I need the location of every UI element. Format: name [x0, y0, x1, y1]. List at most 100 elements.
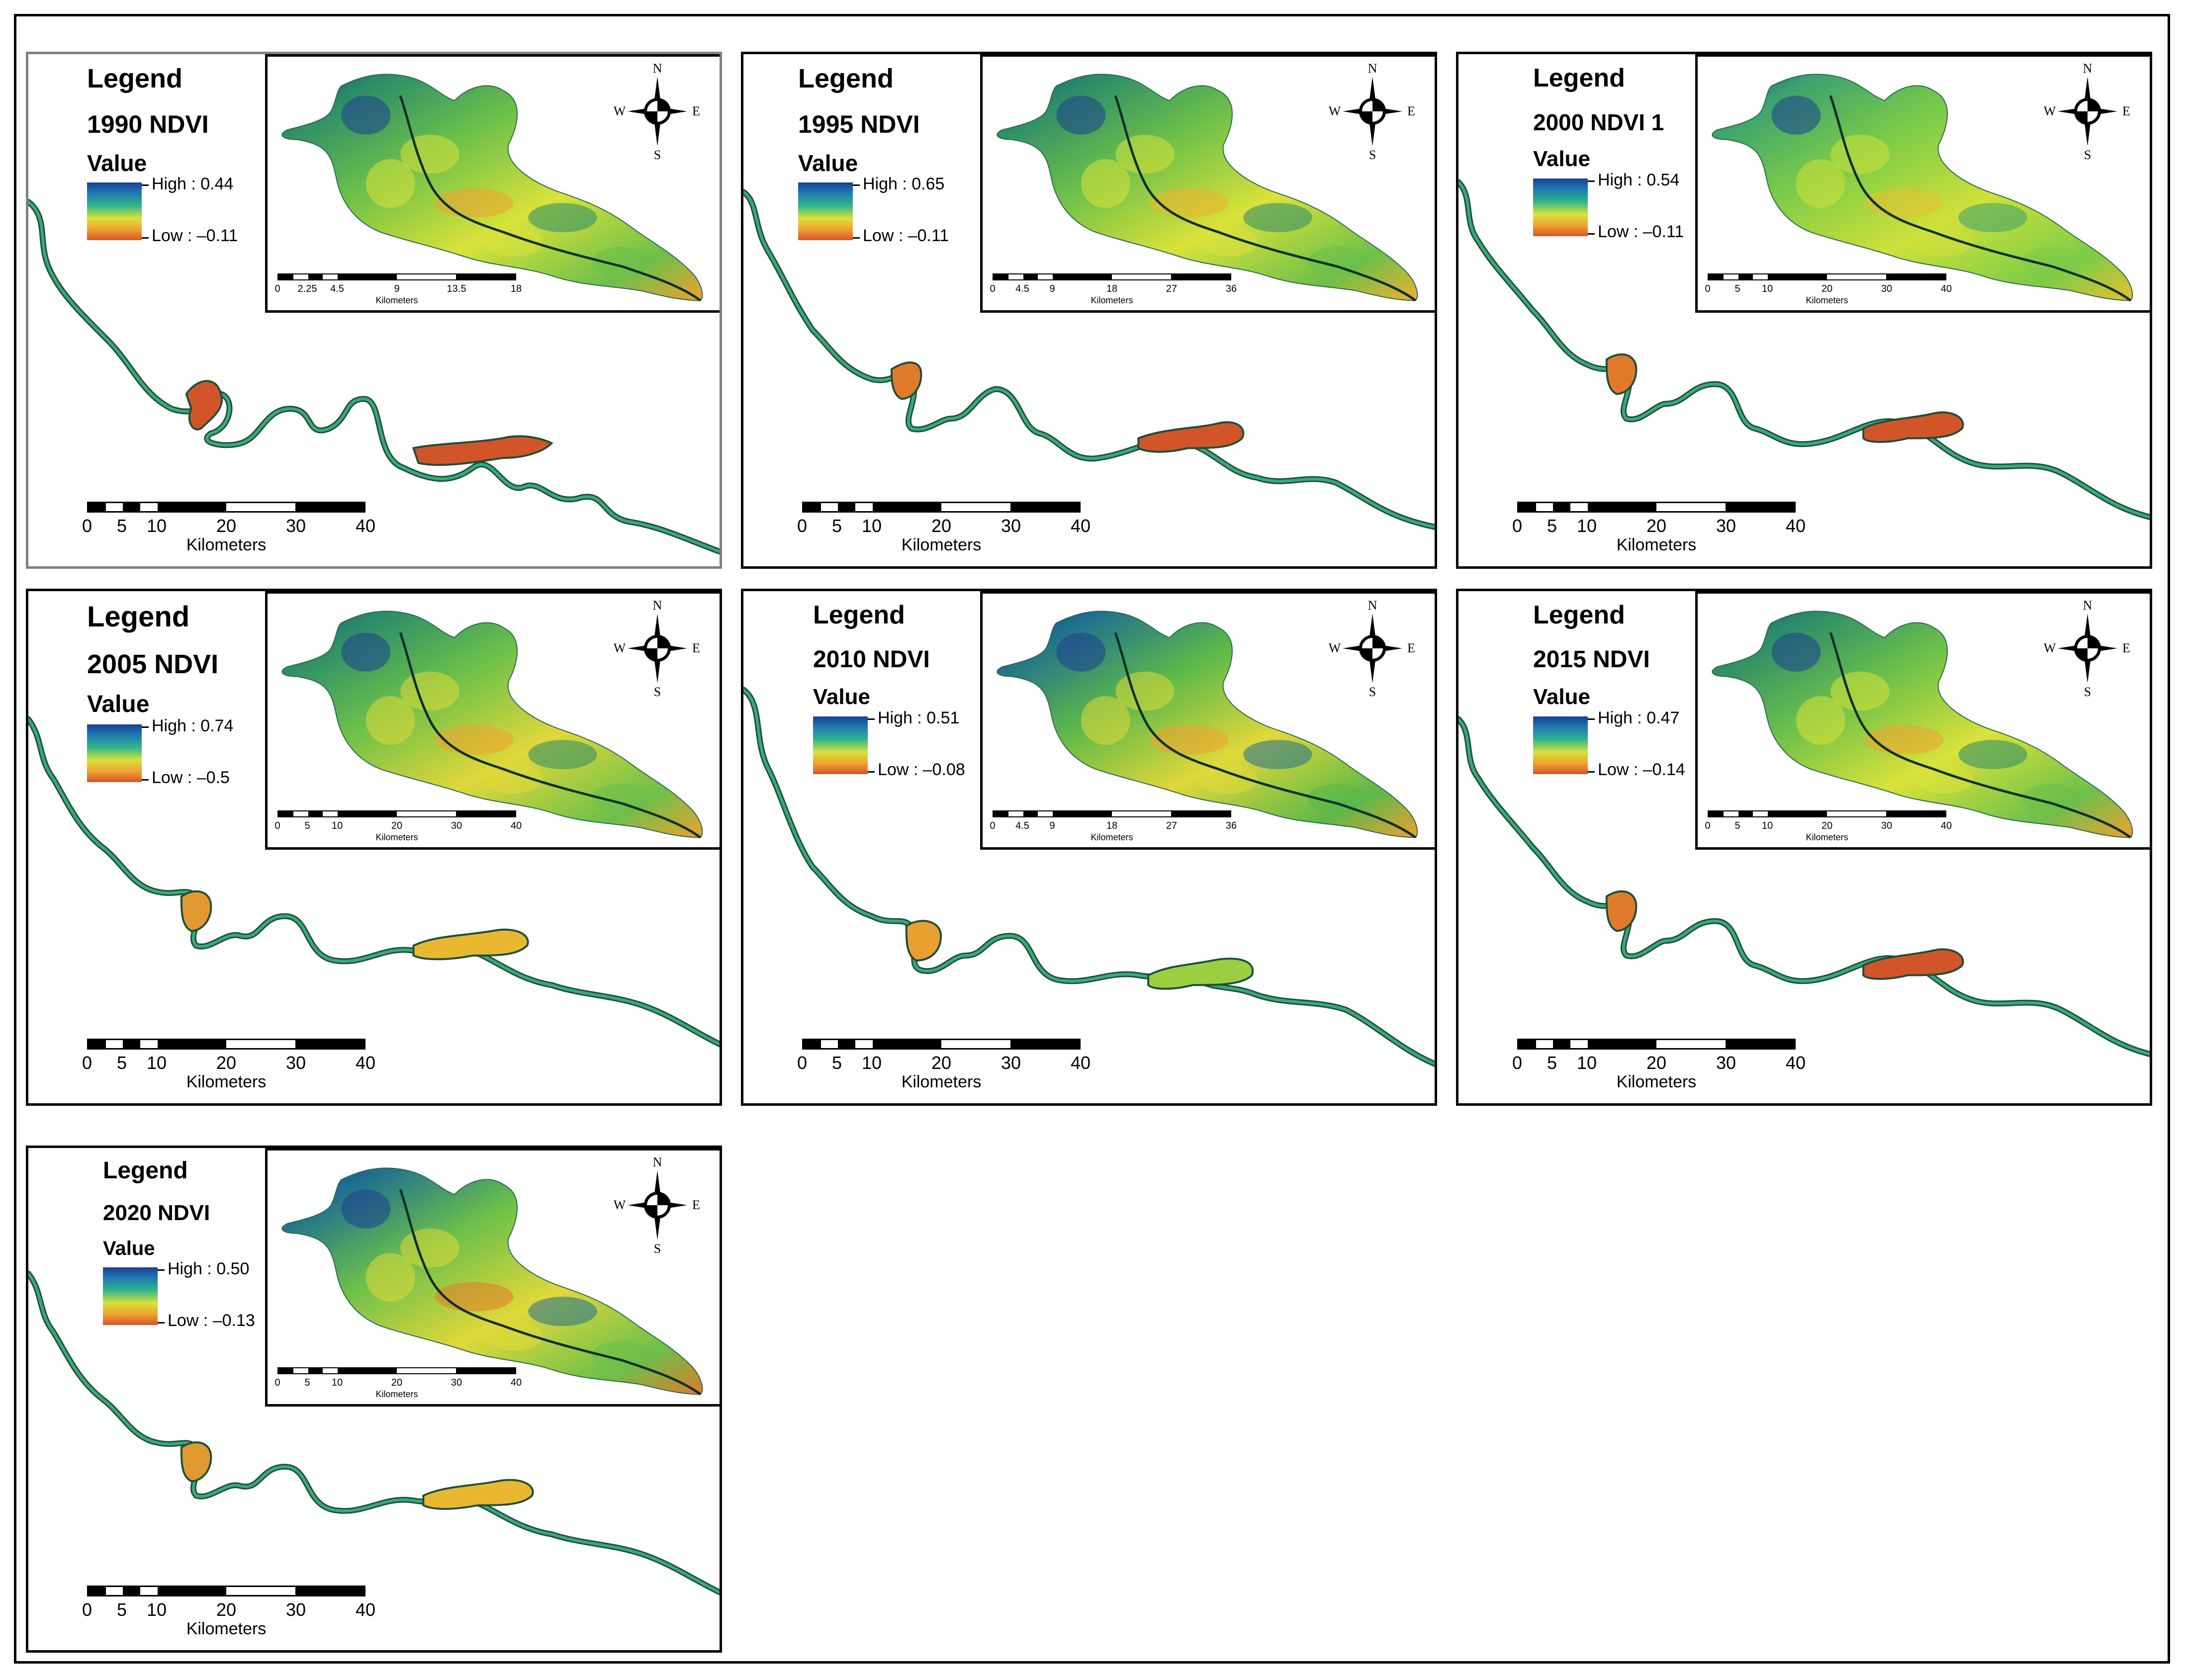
- main-scalebar-segment: [1010, 503, 1080, 511]
- inset-river: [1829, 95, 2131, 302]
- inset-scalebar-segment: [308, 811, 323, 816]
- compass-letter-s: S: [1369, 148, 1376, 161]
- main-scalebar-bar: [802, 502, 1081, 513]
- inset-scalebar-tick-label: 0: [1705, 820, 1711, 831]
- main-scalebar-segment: [1553, 1040, 1570, 1048]
- inset-scalebar-tick-label: 36: [1225, 820, 1237, 831]
- inset-scalebar-segment: [278, 1368, 293, 1373]
- main-scalebar-tick-label: 30: [285, 1599, 306, 1620]
- inset-scalebar-segment: [1038, 274, 1053, 279]
- inset-scalebar-segment: [308, 274, 323, 279]
- main-scalebar-tick-label: 20: [216, 1053, 237, 1073]
- main-scalebar-tick-label: 40: [355, 1599, 376, 1620]
- inset-scalebar-segment: [1723, 811, 1738, 816]
- ndvi-patch: [2022, 784, 2082, 813]
- ndvi-patch: [341, 1189, 391, 1229]
- main-scalebar-segment: [1519, 1040, 1536, 1048]
- main-scalebar-segment: [804, 503, 821, 511]
- main-scalebar-tick-label: 20: [216, 1599, 237, 1620]
- legend-low-value: Low : –0.11: [152, 226, 238, 245]
- main-scalebar-tick-label: 30: [285, 1053, 306, 1073]
- inset-scalebar-tick-label: 10: [1761, 283, 1773, 294]
- reservoir: [1862, 948, 1964, 980]
- compass-letter-w: W: [2044, 104, 2056, 118]
- legend-heading: Legend: [798, 64, 894, 93]
- inset-scalebar-tick-label: 5: [304, 820, 310, 831]
- north-arrow-compass: N S W E: [1328, 61, 1417, 162]
- main-scalebar-tick-label: 5: [831, 516, 842, 536]
- main-scalebar-segment: [226, 1040, 295, 1048]
- inset-scalebar-segment: [1112, 274, 1171, 279]
- main-scalebar-tick-label: 30: [1716, 516, 1736, 536]
- inset-scalebar-segment: [1053, 811, 1112, 816]
- inset-scalebar-segment: [323, 274, 338, 279]
- compass-letter-s: S: [2084, 148, 2091, 161]
- map-panel-1990: Legend 1990 NDVI Value High : 0.44 Low : –0.…: [26, 52, 722, 569]
- compass-letter-e: E: [2122, 104, 2130, 118]
- legend-heading: Legend: [103, 1157, 188, 1184]
- main-scalebar-tick-label: 10: [1576, 1053, 1597, 1073]
- main-scalebar-bar: [87, 502, 365, 513]
- inset-scalebar: 0 5 10 20 30 40 Kilometers: [1705, 810, 1952, 847]
- main-scalebar-segment: [295, 503, 364, 511]
- inset-scalebar-segment: [1753, 274, 1768, 279]
- inset-scalebar-segment: [1171, 811, 1230, 816]
- river-channel: [743, 190, 1435, 529]
- main-scalebar-segment: [140, 503, 158, 511]
- main-scalebar-segment: [140, 1040, 158, 1048]
- inset-scalebar-tick-label: 10: [331, 1377, 343, 1388]
- main-scalebar-tick-label: 10: [861, 516, 882, 536]
- inset-scalebar-bar: [993, 273, 1231, 280]
- legend-high-value: High : 0.47: [1598, 708, 1680, 727]
- inset-scalebar: 0 4.5 9 18 27 36 Kilometers: [990, 273, 1237, 310]
- main-scalebar-segment: [89, 1587, 106, 1595]
- river-map: [28, 199, 720, 555]
- compass-letter-e: E: [1407, 641, 1415, 655]
- reservoir: [412, 928, 529, 961]
- basin-raster: [281, 611, 703, 839]
- ndvi-patch: [1307, 247, 1366, 276]
- ndvi-patch: [1958, 203, 2027, 233]
- basin-area: [1712, 74, 2133, 301]
- main-scalebar-segment: [1010, 1040, 1080, 1048]
- legend-tick: [853, 184, 860, 186]
- legend-high-value: High : 0.51: [878, 708, 960, 727]
- inset-scalebar-segment: [994, 811, 1008, 816]
- ndvi-patch: [1150, 725, 1229, 755]
- basin-area: [997, 611, 1418, 838]
- legend-low-value: Low : –0.14: [1598, 760, 1685, 779]
- ndvi-color-ramp: [1533, 178, 1588, 236]
- inset-scalebar-tick-label: 4.5: [1015, 820, 1029, 831]
- main-scalebar-tick-label: 0: [1512, 1053, 1523, 1073]
- inset-scalebar-tick-label: 9: [1049, 820, 1055, 831]
- main-scalebar-segment: [295, 1587, 364, 1595]
- main-scalebar-tick-label: 5: [1547, 1053, 1557, 1073]
- basin-inset-map: N S W E 0 5 10 20 30 40 Kilometers: [1695, 54, 2150, 313]
- main-scalebar: 0 5 10 20 30 40 Kilometers: [82, 1586, 375, 1646]
- ndvi-patch: [341, 632, 391, 672]
- inset-scalebar-tick-label: 36: [1225, 283, 1237, 294]
- inset-scalebar-segment: [1171, 274, 1230, 279]
- main-scalebar-tick-label: 10: [146, 1053, 167, 1073]
- main-scalebar-unit: Kilometers: [1616, 1072, 1697, 1091]
- legend-low-value: Low : –0.11: [863, 226, 949, 245]
- ndvi-patch: [592, 784, 651, 813]
- ndvi-patch: [1914, 764, 1973, 794]
- legend-high-value: High : 0.74: [152, 716, 234, 735]
- legend-low-value: Low : –0.11: [1598, 222, 1684, 241]
- compass-quadrant: [2088, 99, 2099, 111]
- main-scalebar: 0 5 10 20 30 40 Kilometers: [1512, 502, 1806, 562]
- inset-scalebar-tick-label: 0: [990, 283, 996, 294]
- inset-scalebar-segment: [1053, 274, 1112, 279]
- river-channel: [28, 717, 720, 1046]
- inset-scalebar-segment: [278, 274, 293, 279]
- river-map: [743, 189, 1435, 530]
- legend-heading: Legend: [813, 601, 905, 629]
- compass-quadrant: [1372, 636, 1384, 648]
- inset-scalebar-segment: [1768, 811, 1827, 816]
- main-scalebar: 0 5 10 20 30 40 Kilometers: [797, 502, 1091, 562]
- main-scalebar-unit: Kilometers: [186, 1619, 267, 1638]
- main-scalebar-tick-label: 0: [82, 516, 92, 536]
- main-scalebar-segment: [89, 503, 106, 511]
- reservoir: [1605, 890, 1638, 932]
